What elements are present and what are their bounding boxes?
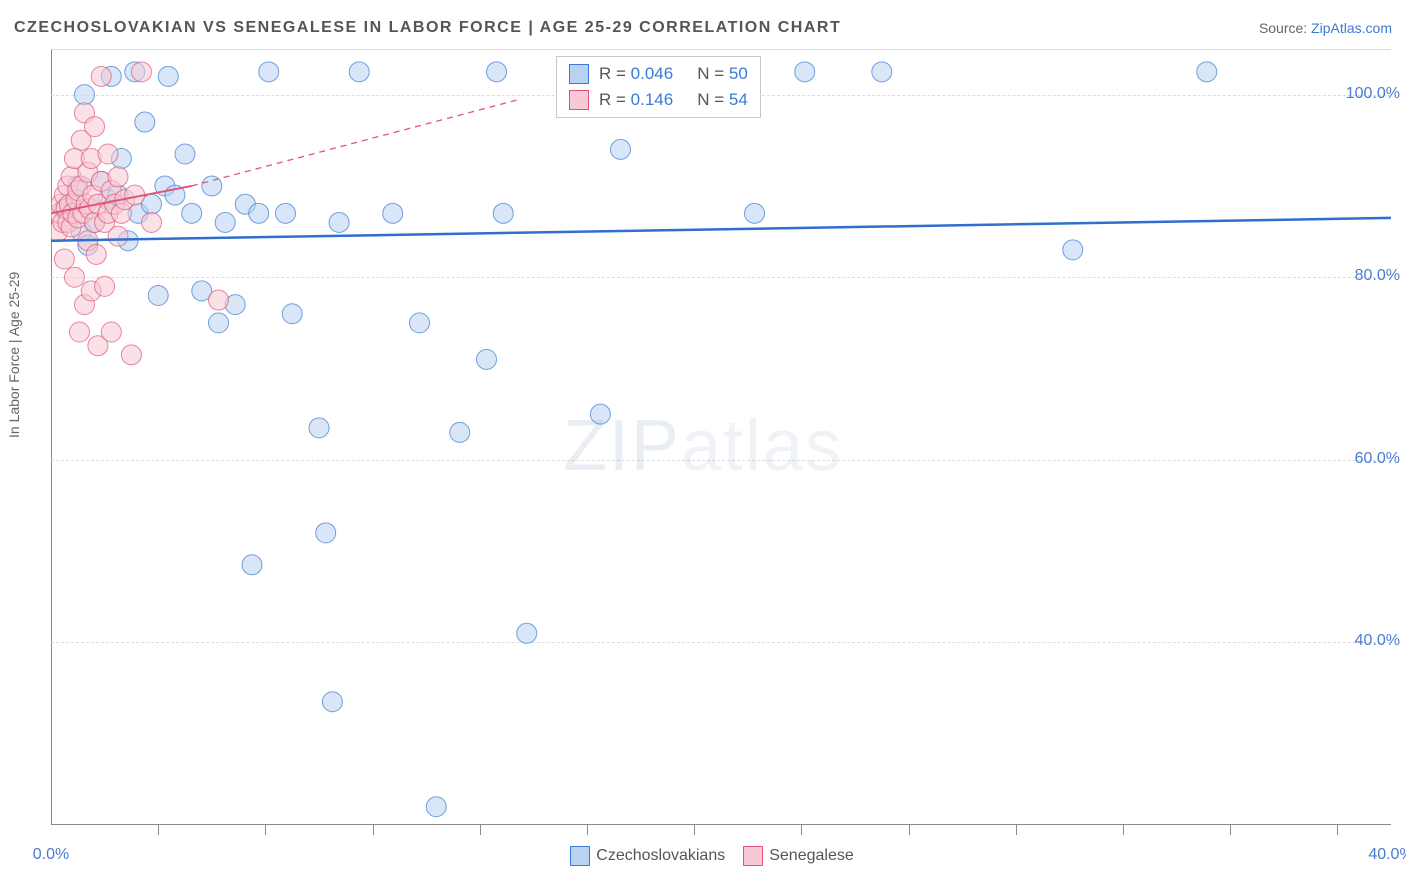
x-tick-mark	[909, 825, 910, 835]
x-tick-mark	[801, 825, 802, 835]
chart-title: CZECHOSLOVAKIAN VS SENEGALESE IN LABOR F…	[14, 19, 841, 37]
data-point	[872, 62, 892, 82]
correlation-legend: R = 0.046 N = 50 R = 0.146 N = 54	[556, 56, 761, 118]
data-point	[91, 66, 111, 86]
y-axis-label: In Labor Force | Age 25-29	[6, 272, 22, 438]
x-tick-mark	[1230, 825, 1231, 835]
data-point	[316, 523, 336, 543]
series-legend: Czechoslovakians Senegalese	[0, 846, 1406, 866]
data-point	[450, 422, 470, 442]
data-point	[383, 203, 403, 223]
data-point	[175, 144, 195, 164]
data-point	[108, 226, 128, 246]
data-point	[611, 139, 631, 159]
data-point	[98, 144, 118, 164]
data-point	[493, 203, 513, 223]
legend-series-label: Czechoslovakians	[596, 847, 725, 864]
data-point	[426, 797, 446, 817]
data-point	[182, 203, 202, 223]
data-point	[249, 203, 269, 223]
data-point	[158, 66, 178, 86]
data-point	[795, 62, 815, 82]
data-point	[142, 212, 162, 232]
x-tick-mark	[1337, 825, 1338, 835]
scatter-plot	[51, 49, 1391, 825]
data-point	[322, 692, 342, 712]
data-point	[590, 404, 610, 424]
data-point	[64, 267, 84, 287]
data-point	[517, 623, 537, 643]
legend-r-label: R = 0.146	[599, 90, 673, 110]
data-point	[410, 313, 430, 333]
data-point	[487, 62, 507, 82]
data-point	[148, 285, 168, 305]
data-point	[135, 112, 155, 132]
x-tick-mark	[265, 825, 266, 835]
data-point	[242, 555, 262, 575]
legend-swatch	[569, 90, 589, 110]
data-point	[282, 304, 302, 324]
data-point	[209, 290, 229, 310]
legend-r-label: R = 0.046	[599, 64, 673, 84]
legend-series-label: Senegalese	[769, 847, 854, 864]
data-point	[101, 322, 121, 342]
data-point	[75, 85, 95, 105]
legend-n-label: N = 54	[697, 90, 748, 110]
data-point	[215, 212, 235, 232]
data-point	[86, 244, 106, 264]
data-point	[349, 62, 369, 82]
data-point	[477, 349, 497, 369]
data-point	[121, 345, 141, 365]
data-point	[209, 313, 229, 333]
data-point	[69, 322, 89, 342]
source-label: Source: ZipAtlas.com	[1259, 20, 1392, 36]
source-link[interactable]: ZipAtlas.com	[1311, 20, 1392, 36]
trend-line	[192, 99, 520, 186]
x-tick-mark	[158, 825, 159, 835]
data-point	[1063, 240, 1083, 260]
legend-row: R = 0.146 N = 54	[569, 87, 748, 113]
data-point	[745, 203, 765, 223]
legend-swatch	[569, 64, 589, 84]
data-point	[276, 203, 296, 223]
data-point	[95, 276, 115, 296]
x-tick-mark	[373, 825, 374, 835]
data-point	[85, 117, 105, 137]
x-tick-mark	[480, 825, 481, 835]
x-tick-mark	[1016, 825, 1017, 835]
data-point	[54, 249, 74, 269]
legend-row: R = 0.046 N = 50	[569, 61, 748, 87]
data-point	[329, 212, 349, 232]
data-point	[108, 167, 128, 187]
data-point	[131, 62, 151, 82]
legend-swatch	[743, 846, 763, 866]
legend-n-label: N = 50	[697, 64, 748, 84]
x-tick-mark	[1123, 825, 1124, 835]
data-point	[1197, 62, 1217, 82]
x-tick-mark	[694, 825, 695, 835]
legend-swatch	[570, 846, 590, 866]
x-tick-mark	[587, 825, 588, 835]
data-point	[309, 418, 329, 438]
data-point	[259, 62, 279, 82]
